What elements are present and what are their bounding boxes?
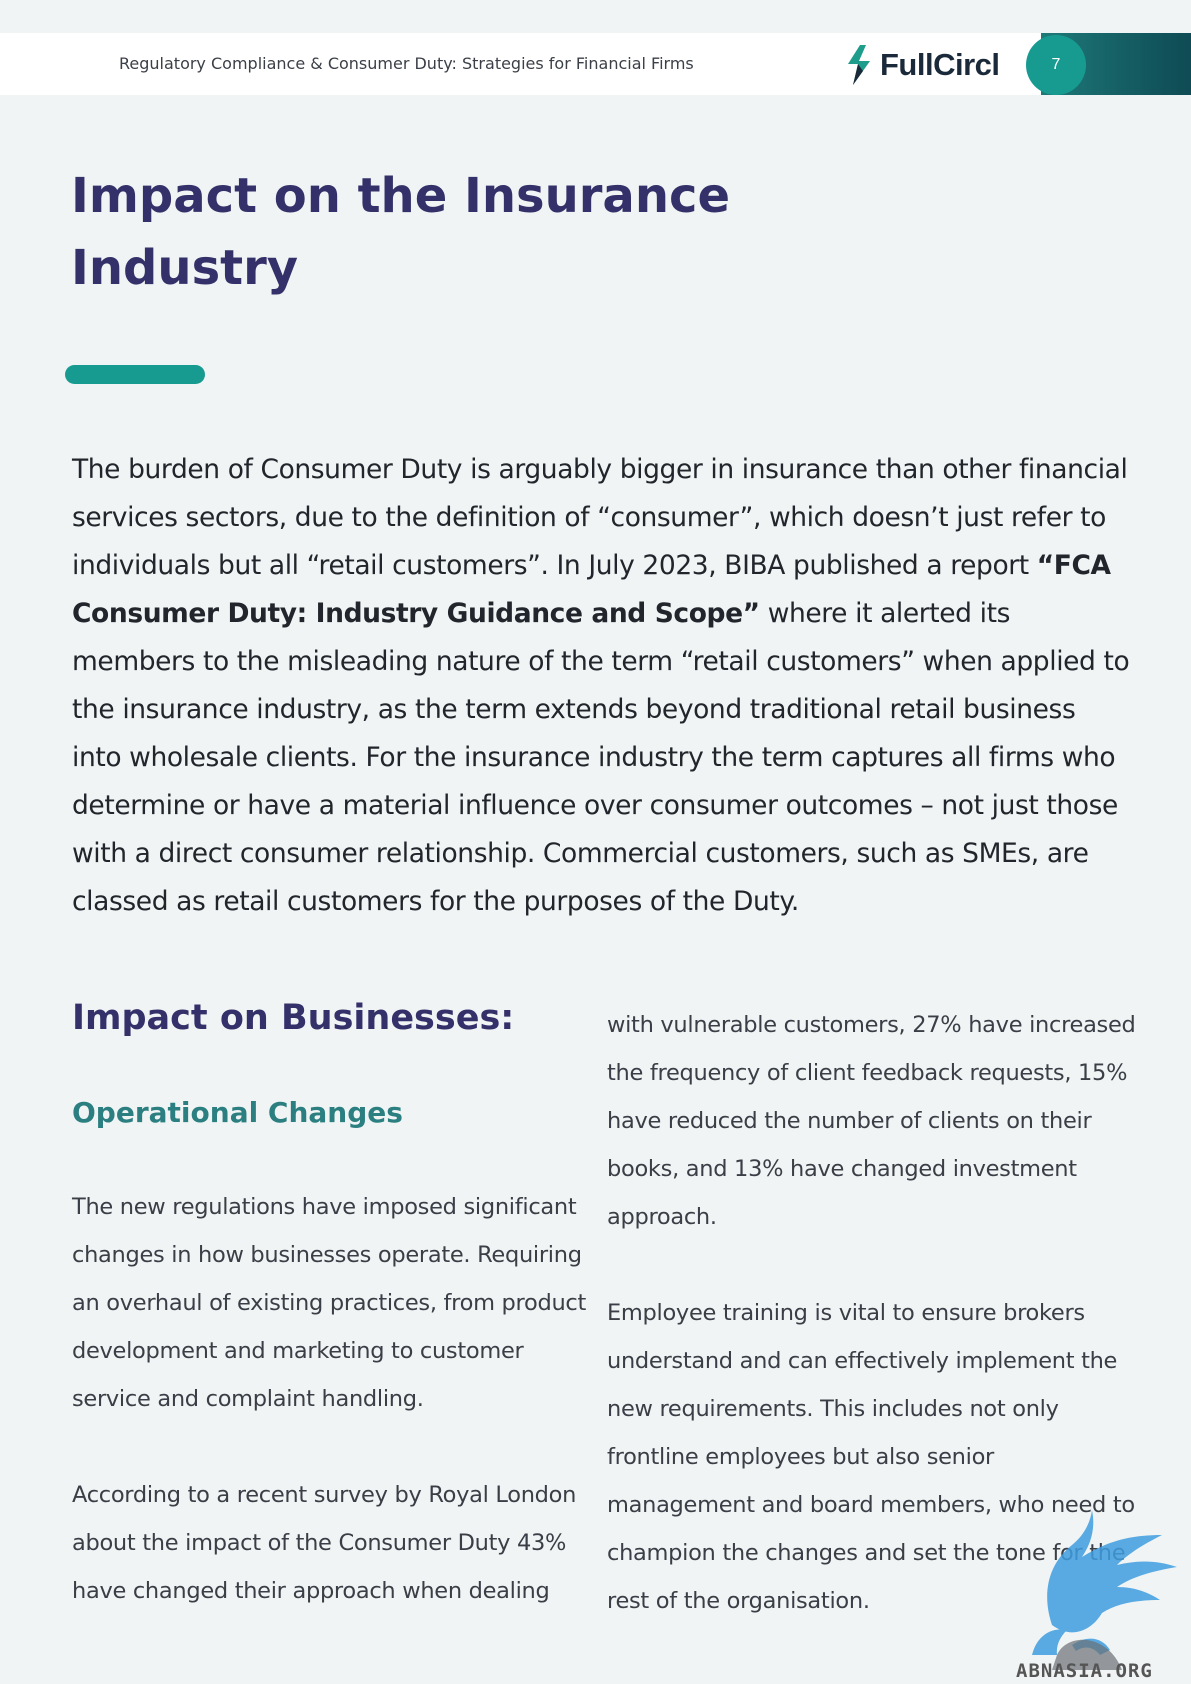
watermark-griffin-icon <box>1032 1510 1177 1670</box>
body-paragraph: According to a recent survey by Royal Lo… <box>72 1482 577 1604</box>
fullcircl-logo: FullCircl <box>844 43 1000 87</box>
right-column: with vulnerable customers, 27% have incr… <box>607 1001 1137 1625</box>
fullcircl-logo-icon <box>848 45 870 85</box>
intro-paragraph: The burden of Consumer Duty is arguably … <box>72 446 1132 926</box>
body-paragraph: The new regulations have imposed signifi… <box>72 1194 586 1412</box>
page-header: Regulatory Compliance & Consumer Duty: S… <box>0 33 1191 95</box>
sub-heading: Operational Changes <box>72 1096 403 1129</box>
logo-text: FullCircl <box>880 47 1000 82</box>
body-paragraph: Employee training is vital to ensure bro… <box>607 1300 1135 1614</box>
watermark-text: ABNASIA.ORG <box>1016 1660 1153 1682</box>
page-number-badge: 7 <box>1026 35 1086 95</box>
intro-text-start: The burden of Consumer Duty is arguably … <box>72 454 1128 581</box>
intro-text-end: where it alerted its members to the misl… <box>72 598 1130 917</box>
section-heading: Impact on Businesses: <box>72 998 515 1038</box>
page-title: Impact on the Insurance Industry <box>71 168 730 296</box>
body-paragraph: with vulnerable customers, 27% have incr… <box>607 1012 1136 1230</box>
report-name: “FCA Consumer Duty: Industry Guidance an… <box>72 550 1111 629</box>
left-column: Impact on Businesses: Operational Change… <box>72 990 592 1615</box>
title-accent-bar <box>65 365 205 384</box>
document-title: Regulatory Compliance & Consumer Duty: S… <box>119 54 694 73</box>
